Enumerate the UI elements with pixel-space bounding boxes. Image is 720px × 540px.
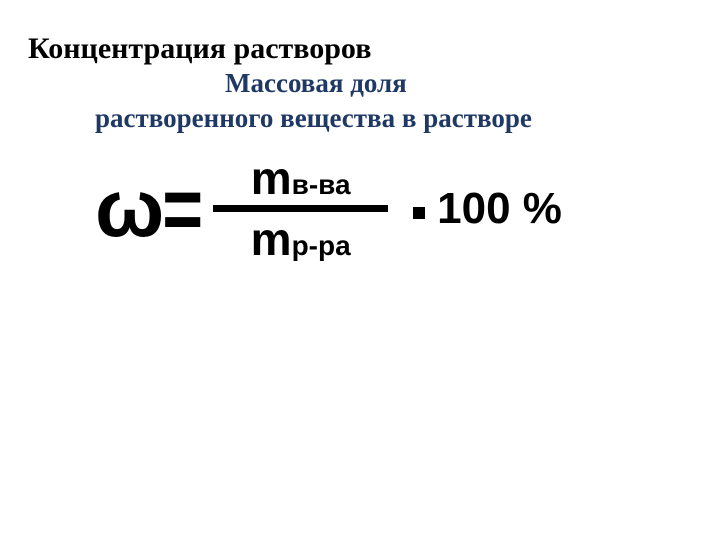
page-title: Концентрация растворов (28, 32, 371, 66)
subtitle-line-1: Массовая доля (225, 68, 407, 99)
percent-multiplier: 100 % (437, 184, 562, 234)
numerator-symbol: m (251, 155, 292, 201)
formula-container: ω = m в-ва m р-ра 100 % (95, 155, 562, 262)
omega-symbol: ω (95, 168, 164, 250)
equals-sign: = (162, 163, 195, 254)
numerator: m в-ва (251, 155, 351, 201)
denominator-symbol: m (251, 216, 292, 262)
subtitle-line-2: растворенного вещества в растворе (95, 103, 532, 134)
numerator-subscript: в-ва (292, 171, 351, 199)
denominator: m р-ра (251, 216, 351, 262)
denominator-subscript: р-ра (292, 232, 351, 260)
fraction-bar (213, 205, 388, 212)
multiplication-dot (413, 207, 425, 219)
fraction: m в-ва m р-ра (213, 155, 388, 262)
